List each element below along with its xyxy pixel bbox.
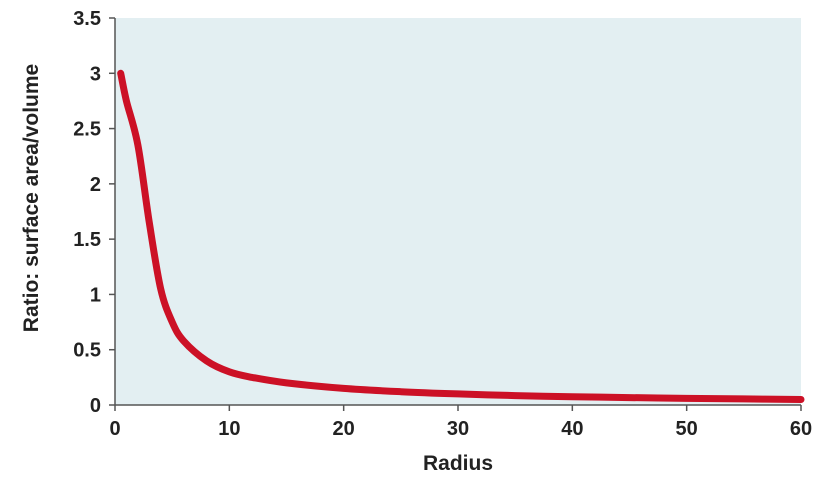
x-axis-ticks: 0 10 20 30 40 50 60 [109,405,812,440]
y-axis-ticks: 0 0.5 1 1.5 2 2.5 3 3.5 [73,8,115,417]
plot-background [115,18,801,405]
x-tick-label: 50 [676,418,698,440]
x-tick-label: 20 [333,418,355,440]
ratio-curve-line [117,69,805,403]
y-tick-label: 1 [90,284,101,306]
x-tick-label: 0 [109,418,120,440]
x-tick-label: 10 [218,418,240,440]
y-tick-label: 0.5 [73,340,101,362]
y-tick-label: 2 [90,174,101,196]
y-tick-label: 2.5 [73,119,101,141]
x-axis-title: Radius [423,452,493,475]
y-tick-label: 0 [90,395,101,417]
y-tick-label: 3 [90,63,101,85]
y-tick-label: 1.5 [73,229,101,251]
y-tick-label: 3.5 [73,8,101,30]
y-axis-title: Ratio: surface area/volume [20,64,43,332]
x-tick-label: 60 [790,418,812,440]
series-layer [117,69,805,403]
x-tick-label: 30 [447,418,469,440]
x-tick-label: 40 [561,418,583,440]
